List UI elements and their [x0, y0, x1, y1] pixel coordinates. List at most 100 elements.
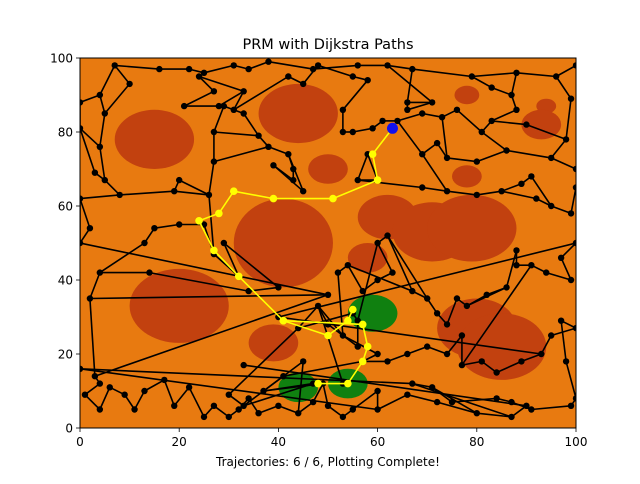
roadmap-node: [80, 125, 84, 132]
roadmap-node: [245, 287, 252, 295]
roadmap-edge: [89, 298, 96, 377]
roadmap-node: [443, 350, 451, 358]
roadmap-edge: [263, 375, 284, 392]
roadmap-node: [419, 184, 426, 191]
roadmap-edge: [531, 405, 572, 411]
roadmap-node: [404, 350, 411, 358]
roadmap-edge: [268, 146, 289, 155]
roadmap-edge: [99, 113, 106, 147]
roadmap-node: [185, 65, 193, 73]
roadmap-node: [374, 387, 381, 395]
roadmap-edge: [283, 360, 363, 377]
obstacle: [347, 242, 388, 273]
roadmap-edge: [342, 79, 369, 111]
roadmap-edge: [297, 305, 319, 329]
roadmap-node: [349, 128, 356, 136]
roadmap-edge: [386, 235, 414, 292]
roadmap-edge: [89, 272, 101, 299]
roadmap-node: [433, 310, 441, 317]
roadmap-node: [503, 284, 510, 291]
roadmap-node: [116, 191, 123, 199]
roadmap-node: [478, 128, 485, 136]
path-waypoint: [195, 217, 203, 225]
roadmap-node: [314, 62, 322, 69]
path-waypoint: [358, 320, 367, 329]
roadmap-edge: [550, 138, 567, 159]
roadmap-node: [176, 176, 183, 184]
roadmap-node: [384, 232, 391, 239]
path-waypoint: [329, 194, 337, 203]
roadmap-edge: [560, 257, 572, 281]
roadmap-node: [176, 221, 183, 228]
roadmap-edge: [243, 364, 527, 407]
roadmap-node: [265, 143, 272, 150]
roadmap-edge: [456, 109, 483, 133]
roadmap-node: [270, 162, 277, 169]
roadmap-node: [488, 117, 495, 125]
roadmap-node: [81, 391, 89, 398]
roadmap-node: [458, 332, 466, 339]
roadmap-node: [126, 80, 133, 88]
roadmap-node: [156, 65, 163, 73]
roadmap-edge: [555, 76, 572, 100]
roadmap-edge: [203, 64, 234, 74]
roadmap-edge: [565, 98, 572, 140]
roadmap-node: [80, 365, 84, 372]
roadmap-node: [354, 62, 361, 69]
roadmap-edge: [491, 109, 517, 122]
roadmap-edge: [476, 190, 502, 196]
obstacle: [427, 194, 517, 262]
roadmap-node: [424, 343, 431, 350]
roadmap-node: [225, 413, 232, 421]
roadmap-edge: [436, 401, 478, 414]
roadmap-node: [96, 269, 104, 276]
roadmap-edge: [377, 393, 408, 411]
roadmap-node: [285, 151, 292, 158]
roadmap-edge: [223, 242, 279, 289]
roadmap-node: [369, 125, 376, 132]
roadmap-node: [275, 313, 282, 321]
roadmap-edge: [233, 75, 289, 111]
roadmap-node: [394, 117, 401, 125]
roadmap-node: [374, 276, 381, 284]
roadmap-edge: [80, 194, 120, 200]
roadmap-node: [473, 158, 480, 165]
path-waypoint: [368, 150, 377, 158]
obstacle: [308, 154, 348, 184]
plot-frame: [79, 57, 577, 429]
roadmap-edge: [313, 64, 358, 70]
roadmap-node: [225, 391, 232, 398]
roadmap-node: [513, 247, 520, 254]
roadmap-edge: [407, 101, 433, 111]
path-waypoint: [344, 379, 352, 388]
roadmap-edge: [347, 264, 364, 292]
roadmap-edge: [481, 131, 508, 152]
roadmap-edge: [248, 60, 269, 70]
roadmap-edge: [233, 90, 245, 111]
y-axis-ticks: 0 20 40 60 80 100: [50, 52, 80, 436]
roadmap-node: [572, 239, 576, 247]
roadmap-node: [463, 302, 471, 310]
roadmap-edge: [461, 264, 533, 366]
roadmap-edge: [387, 64, 433, 104]
roadmap-edge: [412, 68, 472, 78]
roadmap-node: [121, 391, 128, 398]
roadmap-edge: [555, 64, 576, 78]
roadmap-edge: [491, 86, 512, 96]
roadmap-edge: [496, 360, 522, 374]
roadmap-edge: [213, 146, 269, 163]
roadmap-node: [80, 239, 84, 247]
roadmap-edge: [94, 294, 329, 377]
y-tick-label: 80: [58, 126, 73, 140]
roadmap-node: [141, 387, 148, 395]
roadmap-edge: [149, 271, 249, 292]
path-waypoint: [344, 316, 352, 325]
roadmap-edge: [114, 64, 131, 85]
roadmap-node: [324, 291, 332, 298]
roadmap-edge: [243, 113, 260, 137]
roadmap-edge: [312, 383, 324, 403]
roadmap-node: [80, 99, 84, 106]
roadmap-edge: [178, 179, 210, 196]
roadmap-edge: [550, 157, 576, 170]
roadmap-edge: [163, 379, 175, 407]
